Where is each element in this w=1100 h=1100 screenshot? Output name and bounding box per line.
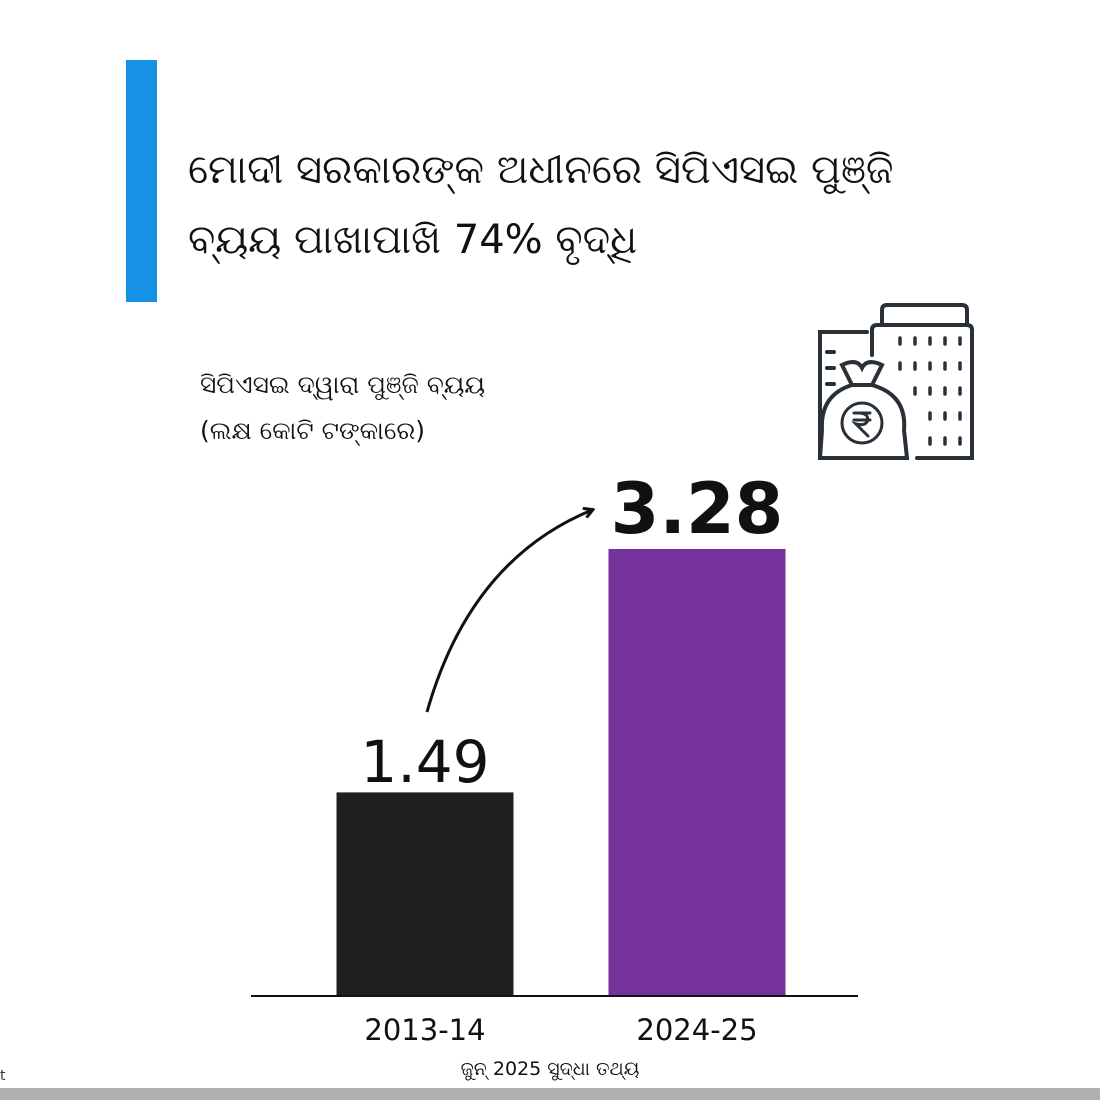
- chart-subtitle: ସିପିଏସଇ ଦ୍ୱାରା ପୁଞ୍ଜି ବ୍ୟୟ (ଲକ୍ଷ କୋଟି ଟଙ…: [200, 362, 485, 454]
- bar-2013-14: [336, 792, 514, 995]
- subtitle-line-2: (ଲକ୍ଷ କୋଟି ଟଙ୍କାରେ): [200, 416, 426, 445]
- growth-arrow: [425, 510, 592, 713]
- bottom-strip: [0, 1088, 1100, 1100]
- page-title: ମୋଦୀ ସରକାରଙ୍କ ଅଧୀନରେ ସିପିଏସଇ ପୁଞ୍ଜି ବ୍ୟୟ…: [188, 135, 1068, 275]
- data-source-footnote: ଜୁନ୍ 2025 ସୁଦ୍ଧା ତଥ୍ୟ: [460, 1058, 640, 1080]
- title-line-2: ବ୍ୟୟ ପାଖାପାଖି 74% ବୃଦ୍ଧି: [188, 217, 638, 263]
- x-tick-label-2013-14: 2013-14: [364, 1013, 485, 1047]
- x-tick-label-2024-25: 2024-25: [636, 1013, 757, 1047]
- bar-2024-25: [608, 549, 786, 995]
- title-accent-bar: [126, 60, 157, 302]
- title-line-1: ମୋଦୀ ସରକାରଙ୍କ ଅଧୀନରେ ସିପିଏସଇ ପୁଞ୍ଜି: [188, 147, 894, 193]
- data-label-2013-14: 1.49: [360, 728, 489, 796]
- money-bag-building-icon: [817, 303, 974, 460]
- subtitle-line-1: ସିପିଏସଇ ଦ୍ୱାରା ପୁଞ୍ଜି ବ୍ୟୟ: [200, 370, 486, 399]
- data-label-2024-25: 3.28: [611, 468, 784, 550]
- corner-text: t: [0, 1068, 6, 1084]
